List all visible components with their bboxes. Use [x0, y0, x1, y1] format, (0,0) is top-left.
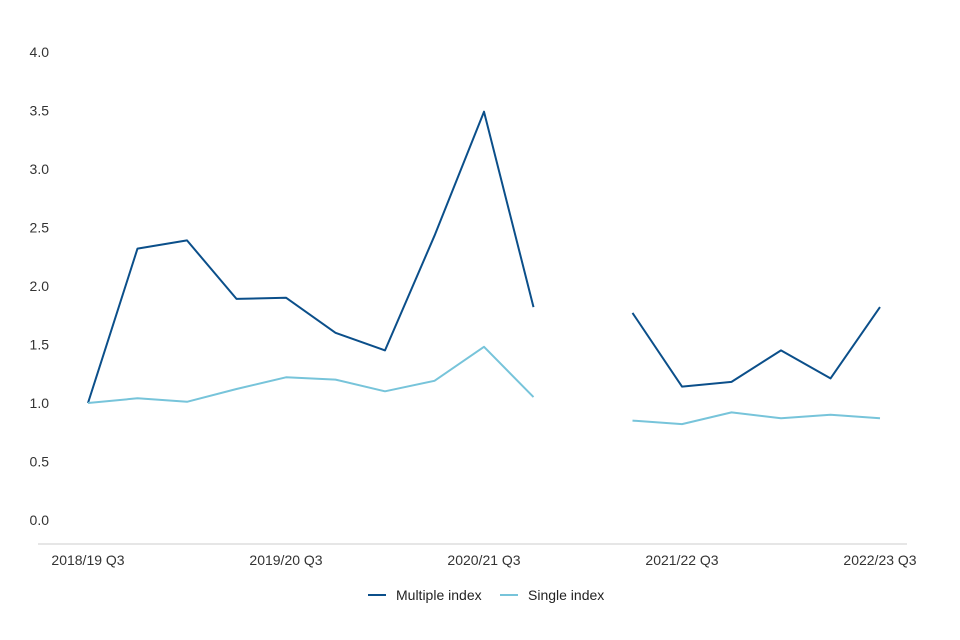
legend-label-multiple-index: Multiple index [396, 587, 482, 603]
series-line-multiple-index-segment-1 [87, 110, 535, 404]
x-tick-label: 2022/23 Q3 [843, 552, 916, 568]
y-tick-label: 1.5 [30, 337, 50, 353]
x-tick-label: 2020/21 Q3 [447, 552, 520, 568]
y-tick-label: 3.0 [30, 161, 50, 177]
series-line-single-index-segment-1 [87, 345, 535, 404]
y-tick-label: 1.0 [30, 395, 50, 411]
y-tick-label: 0.0 [30, 512, 50, 528]
series-line-single-index-segment-2 [632, 411, 881, 426]
y-axis: 0.0 0.5 1.0 1.5 2.0 2.5 3.0 3.5 4.0 [30, 44, 50, 528]
y-tick-label: 2.0 [30, 278, 50, 294]
y-tick-label: 0.5 [30, 454, 50, 470]
y-tick-label: 4.0 [30, 44, 50, 60]
x-tick-label: 2021/22 Q3 [645, 552, 718, 568]
series-layer [87, 110, 881, 426]
x-tick-label: 2019/20 Q3 [249, 552, 322, 568]
x-tick-label: 2018/19 Q3 [51, 552, 124, 568]
series-line-multiple-index-segment-2 [631, 306, 881, 388]
legend: Multiple index Single index [368, 587, 604, 603]
legend-item-single-index: Single index [500, 587, 604, 603]
x-axis: 2018/19 Q3 2019/20 Q3 2020/21 Q3 2021/22 Q3… [38, 543, 917, 568]
legend-item-multiple-index: Multiple index [368, 587, 482, 603]
legend-label-single-index: Single index [528, 587, 604, 603]
y-tick-label: 2.5 [30, 220, 50, 236]
y-tick-label: 3.5 [30, 103, 50, 119]
